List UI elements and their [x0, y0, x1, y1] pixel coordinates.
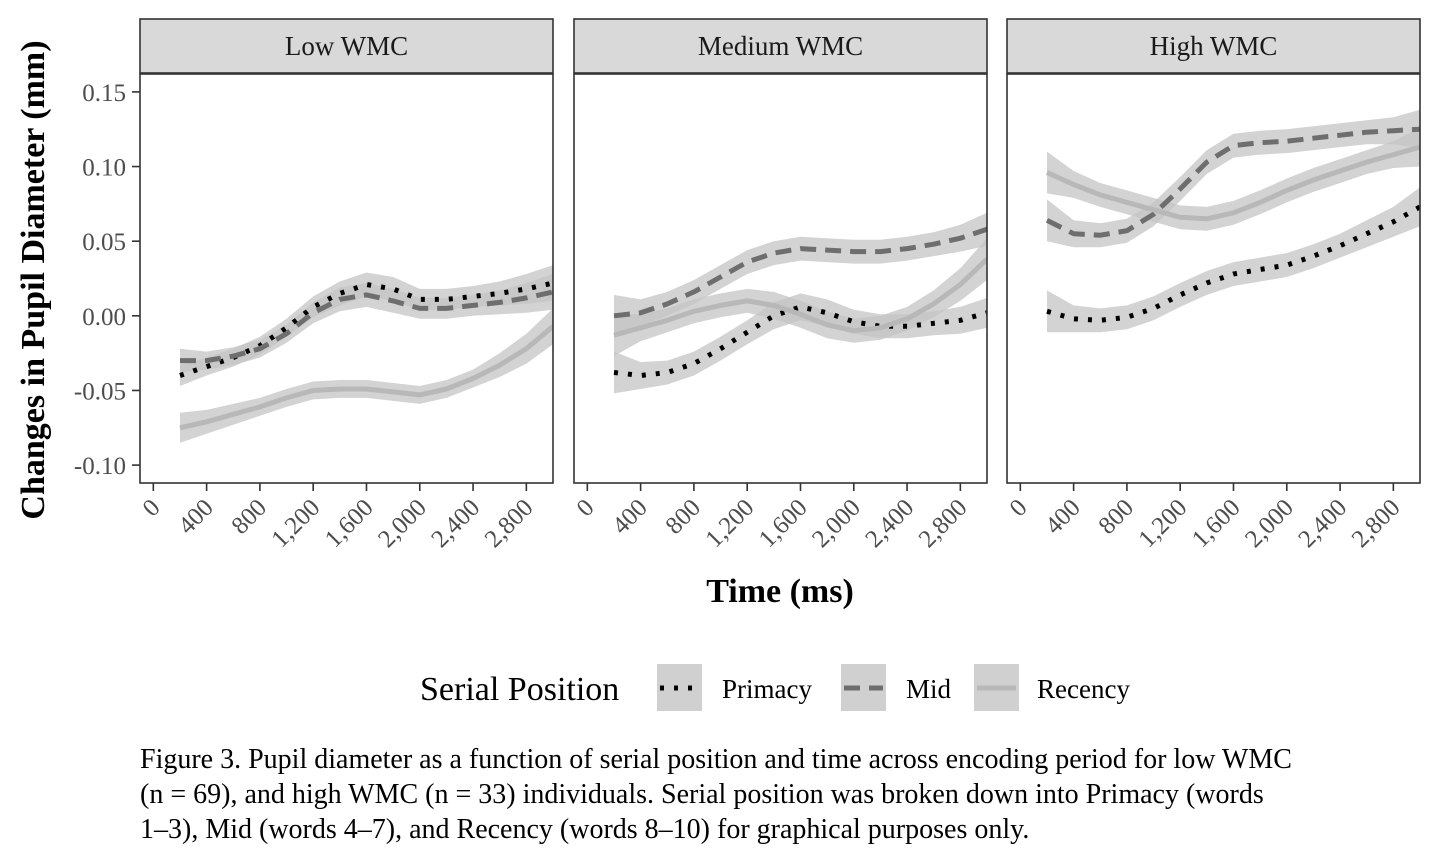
- y-tick-label: -0.10: [74, 453, 126, 480]
- y-tick-label: -0.05: [74, 378, 126, 405]
- caption-line-1: Figure 3. Pupil diameter as a function o…: [140, 744, 1292, 775]
- panel-border-medium-wmc: [573, 73, 988, 484]
- panel-strip-high-wmc: [1006, 18, 1421, 74]
- x-tick-label-low-wmc: 2,800: [480, 494, 539, 553]
- legend-item-mid: Mid: [841, 664, 952, 711]
- x-tick-label-medium-wmc: 800: [661, 494, 707, 540]
- x-tick-label-medium-wmc: 2,400: [860, 494, 919, 553]
- series-group-medium-wmc: [613, 212, 987, 394]
- panel-title-medium-wmc: Medium WMC: [698, 31, 863, 61]
- confidence-band-primacy-high-wmc: [1047, 187, 1420, 333]
- x-tick-label-medium-wmc: 1,200: [701, 494, 760, 553]
- x-tick-label-low-wmc: 2,400: [426, 494, 485, 553]
- x-tick-label-low-wmc: 400: [173, 494, 219, 540]
- x-tick-label-medium-wmc: 1,600: [754, 494, 813, 553]
- y-axis-label: Changes in Pupil Diameter (mm): [15, 40, 52, 519]
- line-recency-low-wmc: [179, 324, 553, 431]
- line-recency-high-wmc: [1045, 144, 1420, 222]
- x-tick-label-high-wmc: 1,600: [1187, 494, 1246, 553]
- panel-strip-medium-wmc: [573, 18, 988, 74]
- caption-line-2: (n = 69), and high WMC (n = 33) individu…: [140, 779, 1264, 810]
- x-tick-label-low-wmc: 0: [138, 494, 166, 522]
- confidence-band-recency-low-wmc: [180, 308, 553, 443]
- legend-item-primacy: Primacy: [657, 664, 812, 711]
- line-recency-medium-wmc: [613, 257, 987, 338]
- x-tick-label-medium-wmc: 400: [607, 494, 653, 540]
- x-tick-label-medium-wmc: 0: [572, 494, 600, 522]
- x-tick-label-low-wmc: 1,600: [320, 494, 379, 553]
- x-tick-label-high-wmc: 2,400: [1293, 494, 1352, 553]
- line-mid-low-wmc: [180, 289, 553, 364]
- x-tick-label-high-wmc: 800: [1094, 494, 1140, 540]
- x-tick-label-high-wmc: 2,800: [1347, 494, 1406, 553]
- x-tick-label-medium-wmc: 2,800: [914, 494, 973, 553]
- x-tick-label-high-wmc: 2,000: [1240, 494, 1299, 553]
- y-tick-label: 0.00: [82, 304, 126, 331]
- line-primacy-low-wmc: [179, 280, 553, 378]
- x-tick-label-high-wmc: 1,200: [1134, 494, 1193, 553]
- line-mid-high-wmc: [1045, 126, 1420, 238]
- legend: Serial Position Primacy Mid Recency: [420, 664, 1130, 711]
- series-group-high-wmc: [1045, 109, 1420, 333]
- x-tick-label-medium-wmc: 2,000: [807, 494, 866, 553]
- plot-area-medium-wmc: [574, 74, 987, 483]
- line-mid-medium-wmc: [613, 226, 987, 319]
- panel-border-high-wmc: [1006, 73, 1421, 484]
- caption-line-3: 1–3), Mid (words 4–7), and Recency (word…: [140, 814, 1030, 845]
- panel-title-high-wmc: High WMC: [1150, 31, 1278, 61]
- panel-border-low-wmc: [139, 73, 554, 484]
- confidence-band-mid-low-wmc: [180, 274, 553, 373]
- figure-caption: Figure 3. Pupil diameter as a function o…: [140, 742, 1440, 847]
- x-tick-label-high-wmc: 400: [1040, 494, 1086, 540]
- x-tick-label-high-wmc: 0: [1005, 494, 1033, 522]
- legend-title: Serial Position: [420, 671, 619, 708]
- confidence-band-primacy-low-wmc: [180, 265, 553, 386]
- x-tick-label-low-wmc: 800: [227, 494, 273, 540]
- x-tick-label-low-wmc: 2,000: [373, 494, 432, 553]
- legend-item-recency: Recency: [974, 664, 1130, 711]
- x-tick-label-low-wmc: 1,200: [267, 494, 326, 553]
- legend-label-primacy: Primacy: [722, 674, 812, 704]
- legend-key-primacy: [657, 664, 702, 711]
- panel-strip-low-wmc: [139, 18, 554, 74]
- panel-medium-wmc: Medium WMC 0 400 8001,2001,6002,0002,4002,8…: [572, 18, 988, 553]
- line-primacy-high-wmc: [1046, 204, 1420, 323]
- y-tick-label: 0.05: [82, 229, 126, 256]
- series-group-low-wmc: [179, 265, 553, 443]
- legend-label-recency: Recency: [1037, 674, 1130, 704]
- confidence-band-mid-medium-wmc: [614, 212, 987, 337]
- confidence-band-recency-medium-wmc: [614, 238, 987, 357]
- y-tick-label: 0.15: [82, 80, 126, 107]
- y-tick-label: 0.10: [82, 155, 126, 182]
- panel-title-low-wmc: Low WMC: [285, 31, 408, 61]
- legend-label-mid: Mid: [906, 674, 952, 704]
- y-axis: -0.10 -0.05 0.00 0.05 0.10 0.15: [74, 80, 140, 480]
- x-axis-label: Time (ms): [706, 573, 854, 610]
